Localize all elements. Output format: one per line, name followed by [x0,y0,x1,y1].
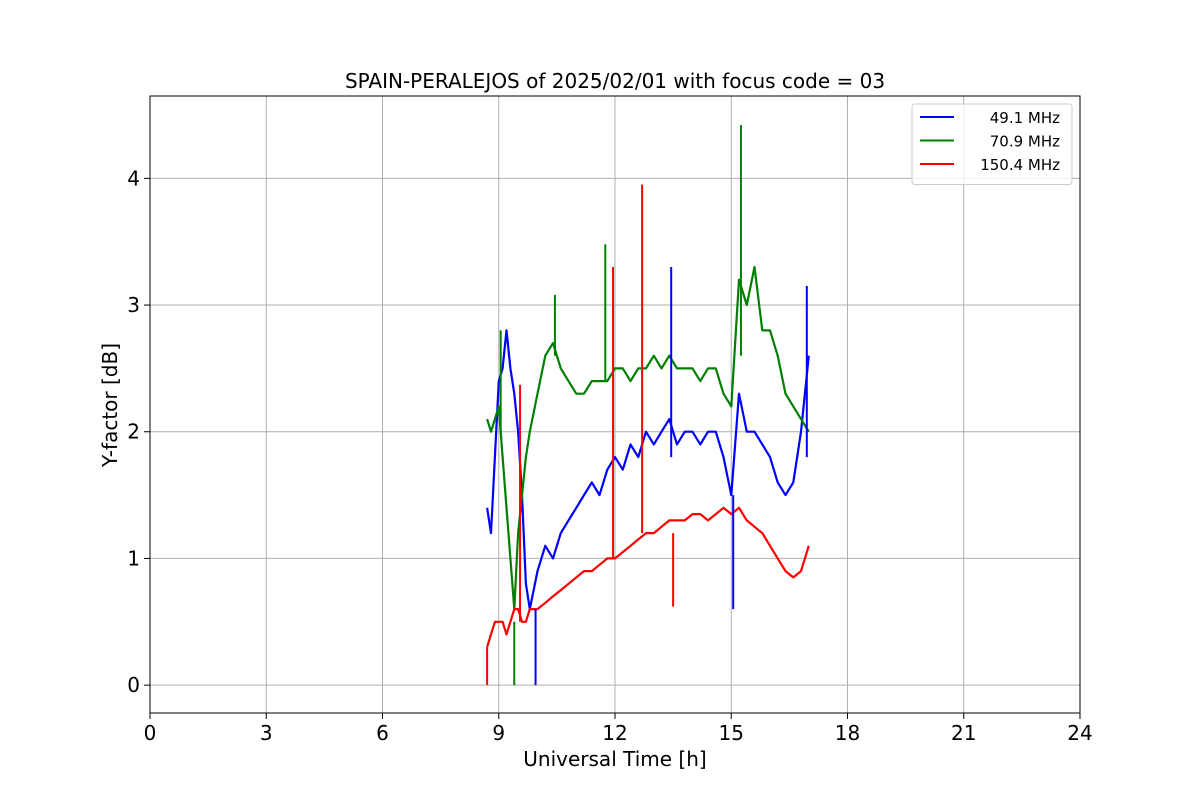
series-line-70-9-mhz [486,265,810,611]
series-lines [486,125,810,686]
x-tick-label: 12 [602,721,627,745]
x-tick-label: 15 [719,721,744,745]
x-tick-label: 0 [144,721,157,745]
legend-label: 150.4 MHz [980,156,1060,174]
x-tick-label: 24 [1067,721,1092,745]
y-tick-label: 1 [127,546,140,570]
x-tick-label: 9 [492,721,505,745]
x-tick-label: 6 [376,721,389,745]
y-tick-label: 4 [127,166,140,190]
x-tick-label: 21 [951,721,976,745]
chart-title: SPAIN-PERALEJOS of 2025/02/01 with focus… [345,69,885,93]
x-tick-label: 18 [835,721,860,745]
y-tick-label: 2 [127,420,140,444]
y-axis-label: Y-factor [dB] [98,343,122,468]
legend-label: 49.1 MHz [990,109,1060,127]
series-line-150-4-mhz [486,506,810,648]
x-axis-label: Universal Time [h] [523,747,706,771]
y-tick-label: 0 [127,673,140,697]
y-tick-label: 3 [127,293,140,317]
series-line-49-1-mhz [486,329,810,611]
legend: 49.1 MHz 70.9 MHz 150.4 MHz [911,103,1073,185]
legend-label: 70.9 MHz [990,133,1060,151]
x-tick-label: 3 [260,721,273,745]
